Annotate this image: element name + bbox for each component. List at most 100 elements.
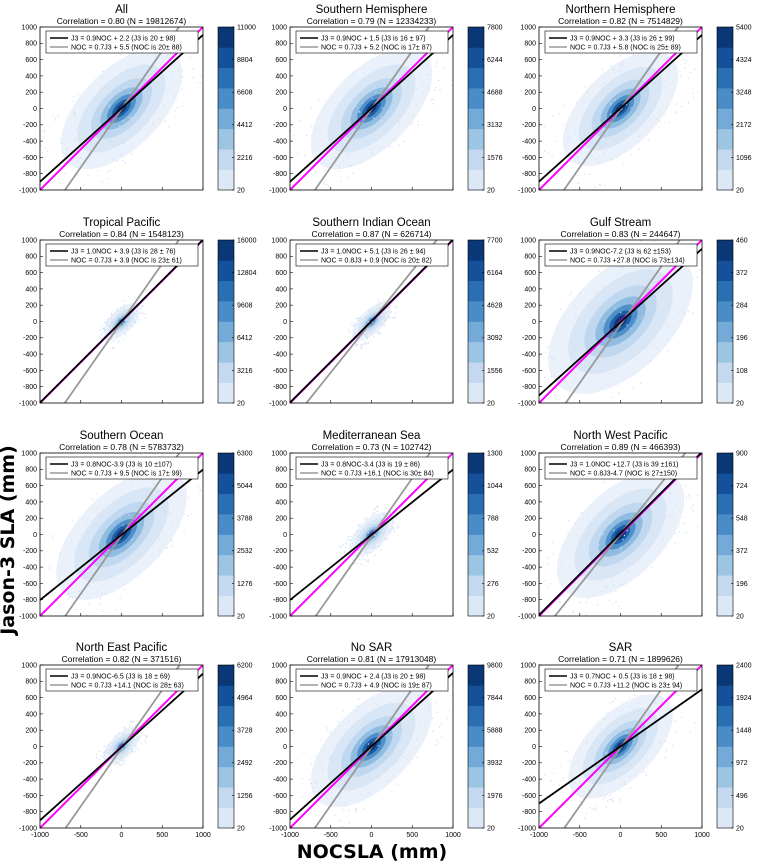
y-tick-label: 200: [524, 516, 536, 523]
colorbar-tick-label: 1924: [736, 695, 752, 702]
colorbar-tick-label: 1976: [487, 793, 503, 800]
colorbar-segment: [218, 321, 234, 343]
colorbar-segment: [218, 128, 234, 150]
x-tick-label: -1000: [31, 832, 49, 839]
y-tick-label: 400: [25, 73, 37, 80]
y-tick-label: 1000: [21, 237, 37, 244]
y-tick-label: -200: [522, 335, 536, 342]
panel-correlation: Correlation = 0.89 (N = 466393): [560, 442, 680, 452]
y-tick-label: -600: [273, 793, 287, 800]
x-tick-label: 500: [406, 832, 418, 839]
fit-line-j3: [290, 34, 453, 183]
colorbar-tick-label: 4412: [237, 122, 253, 129]
colorbar-tick-label: 12804: [237, 270, 257, 277]
colorbar-segment: [717, 575, 733, 596]
colorbar-frame: [467, 239, 485, 404]
colorbar-tick-label: 196: [736, 335, 748, 342]
colorbar-tick-label: 3788: [237, 516, 253, 523]
legend-label-j3: J3 = 1.0NOC + 5.1 (J3 is 26 ± 94): [321, 249, 426, 256]
y-tick-label: 600: [524, 270, 536, 277]
y-tick-label: 800: [275, 41, 287, 48]
legend-label-noc: NOC = 0.7J3 + 5.5 (NOC is 20± 88): [71, 45, 182, 52]
colorbar-segment: [717, 514, 733, 535]
y-tick-label: -1000: [518, 825, 536, 832]
y-tick-label: 200: [524, 90, 536, 97]
density-cloud: [539, 453, 702, 616]
panel-correlation: Correlation = 0.81 (N = 17913048): [307, 654, 437, 664]
y-tick-label: -200: [522, 760, 536, 767]
colorbar-segment: [717, 67, 733, 89]
legend-box: [544, 243, 698, 267]
density-cloud: [290, 240, 453, 403]
y-tick-label: -1000: [19, 825, 37, 832]
y-tick-label: 600: [25, 695, 37, 702]
y-tick-label: 0: [283, 106, 287, 113]
y-tick-label: -800: [522, 597, 536, 604]
legend-box: [544, 456, 698, 480]
x-tick-label: 0: [120, 832, 124, 839]
colorbar-segment: [218, 665, 234, 686]
y-tick-label: 1000: [21, 450, 37, 457]
colorbar-tick-label: 2172: [736, 122, 752, 129]
colorbar-segment: [717, 473, 733, 495]
colorbar-tick-label: 2532: [237, 548, 253, 555]
colorbar-frame: [217, 664, 235, 829]
colorbar: 20 496 972 1448 1924 2400: [716, 662, 752, 832]
colorbar-segment: [468, 554, 484, 576]
colorbar-segment: [218, 169, 234, 191]
y-tick-label: 1000: [271, 662, 287, 669]
colorbar-segment: [218, 787, 234, 808]
colorbar-frame: [467, 452, 485, 617]
y-tick-label: -400: [23, 777, 37, 784]
colorbar-segment: [218, 341, 234, 363]
legend-label-j3: J3 = 0.9NOC + 3.3 (J3 is 26 ± 99): [570, 36, 675, 43]
legend: J3 = 0.9NOC + 2.2 (J3 is 20 ± 98) NOC = 0…: [45, 30, 199, 54]
legend-label-j3: J3 = 1.0NOC + 3.9 (J3 is 28 ± 76): [71, 249, 176, 256]
colorbar-tick-label: 2216: [237, 155, 253, 162]
colorbar-segment: [468, 108, 484, 130]
y-tick-label: 800: [524, 467, 536, 474]
colorbar-tick-label: 3248: [736, 90, 752, 97]
fit-line-j3: [290, 240, 453, 403]
colorbar: 20 276 532 788 1044 1300: [467, 450, 503, 620]
y-tick-label: 200: [275, 303, 287, 310]
y-tick-label: 0: [283, 744, 287, 751]
panel-title: North West Pacific: [573, 430, 668, 442]
y-tick-label: -800: [23, 809, 37, 816]
colorbar-tick-label: 900: [736, 450, 748, 457]
colorbar-frame: [217, 26, 235, 191]
y-tick-label: -1000: [269, 187, 287, 194]
y-tick-label: -200: [23, 760, 37, 767]
y-tick-label: 600: [25, 483, 37, 490]
y-tick-label: -400: [522, 352, 536, 359]
y-tick-label: 0: [532, 744, 536, 751]
colorbar-segment: [468, 301, 484, 322]
y-tick-label: 1000: [520, 662, 536, 669]
y-tick-label: 1000: [520, 24, 536, 31]
colorbar-segment: [468, 382, 484, 404]
colorbar-segment: [717, 746, 733, 768]
colorbar: 20 2216 4412 6608 8804 11000: [217, 24, 256, 194]
y-tick-label: 400: [275, 73, 287, 80]
legend-label-noc: NOC = 0.7J3 + 5.8 (NOC is 25± 89): [570, 45, 681, 52]
colorbar-segment: [468, 321, 484, 343]
y-tick-label: 800: [524, 41, 536, 48]
colorbar-frame: [716, 26, 734, 191]
colorbar-segment: [717, 382, 733, 404]
colorbar-segment: [218, 514, 234, 535]
y-tick-label: -400: [23, 352, 37, 359]
colorbar-frame: [467, 26, 485, 191]
colorbar-segment: [717, 88, 733, 109]
y-tick-label: 200: [25, 303, 37, 310]
colorbar-segment: [717, 169, 733, 191]
colorbar-tick-label: 1556: [487, 368, 503, 375]
legend-label-noc: NOC = 0.7J3 + 3.9 (NOC is 23± 61): [71, 258, 182, 265]
colorbar-segment: [468, 128, 484, 150]
colorbar-segment: [468, 260, 484, 282]
